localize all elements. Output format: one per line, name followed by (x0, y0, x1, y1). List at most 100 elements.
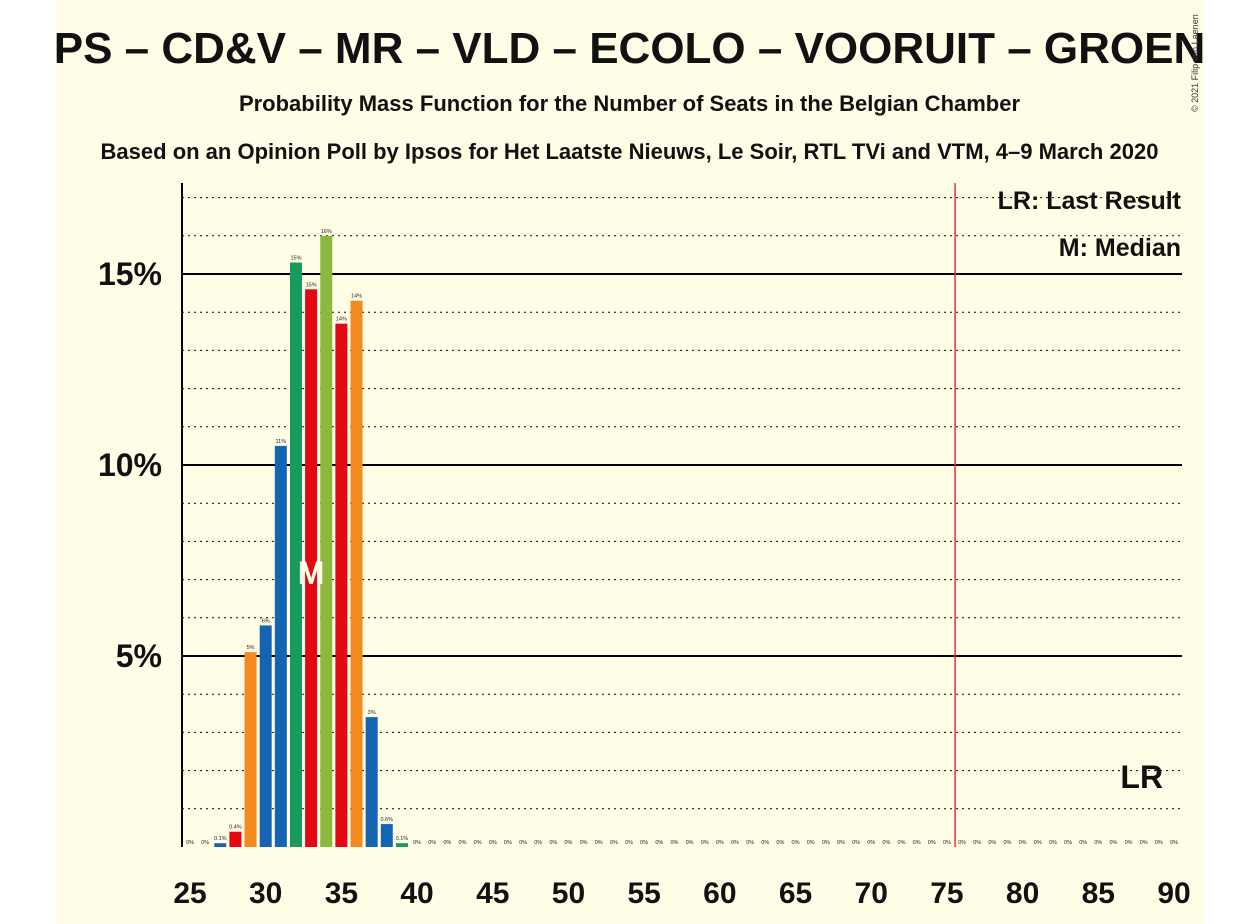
bar-value-label: 0% (1004, 840, 1012, 846)
bar-value-label: 0% (716, 840, 724, 846)
x-tick-label: 65 (779, 877, 812, 910)
gridlines (182, 197, 1182, 810)
bar-value-label: 0% (852, 840, 860, 846)
bar-value-label: 0% (1064, 840, 1072, 846)
bar-value-label: 0% (625, 840, 633, 846)
x-tick-label: 75 (930, 877, 963, 910)
bar-value-label: 0% (504, 840, 512, 846)
bar-28 (229, 831, 242, 847)
bar-value-label: 0% (1109, 840, 1117, 846)
median-marker: M (298, 555, 325, 591)
legend-last-result: LR: Last Result (998, 187, 1182, 215)
bar-value-label: 0% (595, 840, 603, 846)
bar-value-label: 0% (701, 840, 709, 846)
x-tick-label: 35 (325, 877, 358, 910)
bar-value-label: 0% (1155, 840, 1163, 846)
bar-38 (380, 824, 393, 847)
bar-value-label: 0% (564, 840, 572, 846)
bar-36 (350, 300, 363, 847)
bar-27 (214, 843, 227, 847)
bar-value-label: 5% (247, 645, 255, 651)
bar-value-label: 0% (792, 840, 800, 846)
bar-value-label: 0% (761, 840, 769, 846)
bar-value-label: 0% (746, 840, 754, 846)
bar-value-label: 11% (276, 439, 287, 445)
bar-value-label: 0% (928, 840, 936, 846)
bar-29 (244, 652, 257, 847)
bar-34 (320, 235, 333, 848)
bar-31 (274, 445, 287, 847)
x-tick-label: 80 (1006, 877, 1039, 910)
bar-value-label: 0% (201, 840, 209, 846)
bar-value-label: 0% (670, 840, 678, 846)
x-tick-label: 25 (173, 877, 206, 910)
bar-value-label: 0% (1125, 840, 1133, 846)
x-tick-label: 60 (703, 877, 736, 910)
bar-value-label: 15% (306, 282, 317, 288)
bar-value-label: 0.1% (396, 836, 409, 842)
chart-title: PS – CD&V – MR – VLD – ECOLO – VOORUIT –… (53, 24, 1206, 73)
bar-value-label: 0% (443, 840, 451, 846)
bar-value-label: 0% (549, 840, 557, 846)
bar-value-label: 0.1% (214, 836, 227, 842)
bar-value-label: 0% (186, 840, 194, 846)
bar-30 (259, 625, 272, 847)
x-tick-label: 40 (400, 877, 433, 910)
bar-value-label: 0% (489, 840, 497, 846)
bar-value-label: 14% (336, 317, 347, 323)
bar-value-label: 0% (1019, 840, 1027, 846)
bar-value-label: 0% (413, 840, 421, 846)
bar-value-label: 0% (580, 840, 588, 846)
axes: 5% 10% 15% 25 30 35 40 45 50 55 60 65 70 75 80 85 90 (98, 183, 1191, 910)
bar-value-label: 0.4% (229, 825, 242, 831)
bars (214, 235, 408, 848)
x-tick-label: 45 (476, 877, 509, 910)
markers: M LR LR: Last Result M: Median (298, 187, 1182, 795)
bar-32 (289, 262, 302, 847)
x-tick-label: 55 (627, 877, 660, 910)
bar-value-label: 0% (428, 840, 436, 846)
chart-subtitle: Probability Mass Function for the Number… (238, 91, 1021, 116)
bar-value-label: 0% (882, 840, 890, 846)
bar-value-label: 16% (321, 229, 332, 235)
bar-value-label: 0% (958, 840, 966, 846)
bar-value-label: 0.6% (381, 817, 394, 823)
bar-labels: 0% 0%0.1%0.4%5%6%11%15%15%16%14%14%3%0.6%… (186, 229, 1178, 846)
bar-value-label: 0% (1140, 840, 1148, 846)
bar-value-label: 0% (1079, 840, 1087, 846)
bar-value-label: 0% (686, 840, 694, 846)
bar-value-label: 0% (837, 840, 845, 846)
bar-value-label: 6% (262, 618, 270, 624)
y-tick-label: 10% (98, 447, 162, 483)
bar-33 (305, 289, 318, 847)
bar-value-label: 0% (519, 840, 527, 846)
bar-value-label: 0% (474, 840, 482, 846)
bar-value-label: 0% (1094, 840, 1102, 846)
x-tick-label: 85 (1082, 877, 1115, 910)
x-tick-label: 50 (552, 877, 585, 910)
x-tick-label: 30 (249, 877, 282, 910)
bar-value-label: 14% (351, 294, 362, 300)
y-tick-label: 15% (98, 256, 162, 292)
bar-value-label: 15% (290, 256, 301, 262)
x-tick-label: 70 (855, 877, 888, 910)
bar-value-label: 0% (867, 840, 875, 846)
bar-value-label: 0% (640, 840, 648, 846)
bar-value-label: 0% (776, 840, 784, 846)
last-result-marker: LR (1120, 759, 1163, 795)
bar-value-label: 0% (898, 840, 906, 846)
bar-value-label: 0% (610, 840, 618, 846)
x-tick-label: 90 (1157, 877, 1190, 910)
bar-value-label: 0% (1049, 840, 1057, 846)
bar-value-label: 0% (807, 840, 815, 846)
bar-value-label: 0% (988, 840, 996, 846)
y-tick-label: 5% (116, 638, 162, 674)
bar-value-label: 0% (1170, 840, 1178, 846)
bar-value-label: 0% (534, 840, 542, 846)
bar-39 (395, 843, 408, 847)
bar-value-label: 0% (913, 840, 921, 846)
bar-value-label: 0% (731, 840, 739, 846)
bar-value-label: 0% (973, 840, 981, 846)
